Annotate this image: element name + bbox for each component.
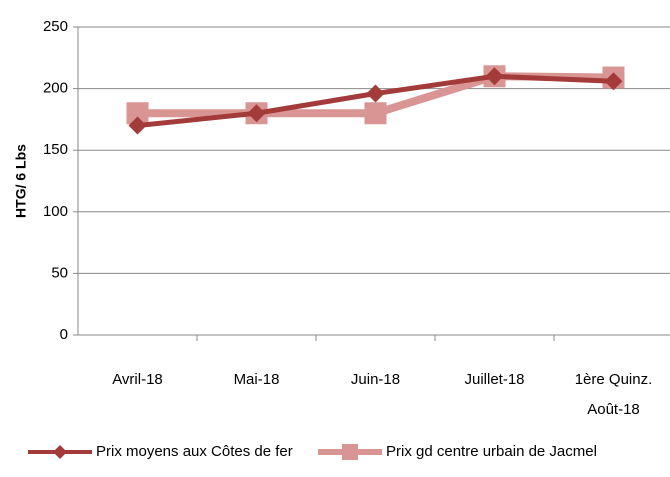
y-tick-label: 50 [51, 264, 68, 281]
y-tick-label: 200 [43, 80, 68, 97]
x-tick-label: Juin-18 [351, 371, 400, 388]
x-tick-label: 1ère Quinz. Août-18 [575, 371, 653, 418]
marker [366, 84, 385, 103]
marker [247, 104, 266, 123]
y-tick-label: 100 [43, 203, 68, 220]
marker [485, 67, 504, 86]
marker [342, 444, 358, 460]
marker [53, 445, 67, 459]
marker [126, 102, 149, 125]
y-axis-label: HTG/ 6 Lbs [13, 144, 29, 218]
x-tick-label: Avril-18 [112, 371, 163, 388]
y-tick-label: 150 [43, 141, 68, 158]
legend-label: Prix gd centre urbain de Jacmel [386, 443, 597, 460]
x-tick-label: Mai-18 [234, 371, 280, 388]
marker [128, 116, 147, 135]
x-tick-label: Juillet-18 [464, 371, 524, 388]
marker [604, 72, 623, 91]
marker [364, 102, 387, 125]
legend-label: Prix moyens aux Côtes de fer [96, 443, 293, 460]
y-tick-label: 250 [43, 18, 68, 35]
y-tick-label: 0 [60, 326, 68, 343]
